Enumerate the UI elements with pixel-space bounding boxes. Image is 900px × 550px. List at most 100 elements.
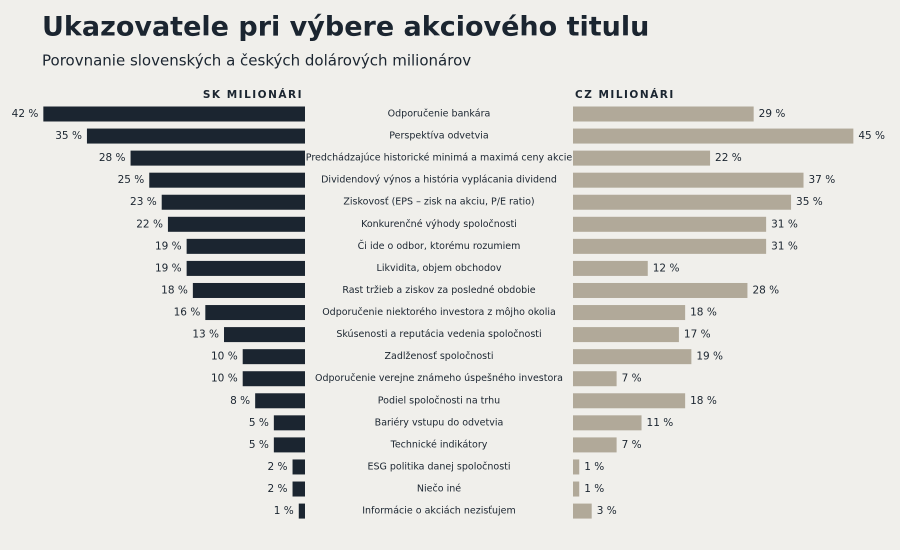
bar xyxy=(192,282,305,298)
bar xyxy=(573,194,792,210)
bar xyxy=(273,415,305,431)
bar xyxy=(573,503,592,519)
category-label: Konkurenčné výhody spoločnosti xyxy=(361,219,517,230)
value-label: 45 % xyxy=(858,130,885,142)
bar xyxy=(149,172,305,188)
bar xyxy=(573,349,692,365)
value-label: 18 % xyxy=(161,284,188,296)
bar xyxy=(273,437,305,453)
bar xyxy=(186,238,305,254)
value-label: 13 % xyxy=(192,329,219,341)
value-label: 25 % xyxy=(118,174,145,186)
value-label: 5 % xyxy=(249,417,269,429)
value-label: 11 % xyxy=(647,417,674,429)
chart-title: Ukazovatele pri výbere akciového titulu xyxy=(42,12,649,43)
category-label: Dividendový výnos a história vyplácania … xyxy=(321,175,557,186)
value-label: 29 % xyxy=(759,108,786,120)
value-label: 28 % xyxy=(99,152,126,164)
category-label: Perspektíva odvetvia xyxy=(389,131,488,142)
chart-subtitle: Porovnanie slovenských a českých dolárov… xyxy=(42,52,471,70)
bar xyxy=(242,349,305,365)
category-label: Odporučenie verejne známeho úspešného in… xyxy=(315,373,563,384)
category-label: Bariéry vstupu do odvetvia xyxy=(375,417,504,428)
bar xyxy=(186,260,305,276)
bar xyxy=(573,238,767,254)
category-label: Či ide o odbor, ktorému rozumiem xyxy=(358,240,521,252)
value-label: 7 % xyxy=(622,373,642,385)
category-label: Technické indikátory xyxy=(390,439,488,450)
bar xyxy=(130,150,305,166)
legend-label: SK MILIONÁRI xyxy=(203,88,303,101)
category-label: Likvidita, objem obchodov xyxy=(377,263,502,274)
value-label: 2 % xyxy=(268,461,288,473)
bar xyxy=(86,128,305,144)
bar xyxy=(255,393,305,409)
bar xyxy=(573,282,748,298)
value-label: 10 % xyxy=(211,351,238,363)
bar xyxy=(224,327,305,343)
bar xyxy=(292,459,305,475)
value-label: 35 % xyxy=(796,196,823,208)
value-label: 42 % xyxy=(12,108,39,120)
category-label: Zadlženosť spoločnosti xyxy=(385,351,494,362)
bar xyxy=(161,194,305,210)
bar xyxy=(298,503,305,519)
bar xyxy=(573,216,767,232)
legend-label: CZ MILIONÁRI xyxy=(575,88,675,101)
value-label: 1 % xyxy=(584,461,604,473)
category-label: Skúsenosti a reputácia vedenia spoločnos… xyxy=(336,329,541,340)
value-label: 22 % xyxy=(136,218,163,230)
value-label: 17 % xyxy=(684,329,711,341)
bar xyxy=(205,305,305,321)
bar xyxy=(573,128,854,144)
value-label: 23 % xyxy=(130,196,157,208)
value-label: 35 % xyxy=(55,130,82,142)
category-label: Informácie o akciách nezisťujem xyxy=(362,506,516,517)
value-label: 10 % xyxy=(211,373,238,385)
bar xyxy=(573,106,754,122)
bar xyxy=(43,106,306,122)
value-label: 28 % xyxy=(752,284,779,296)
value-label: 5 % xyxy=(249,439,269,451)
value-label: 18 % xyxy=(690,307,717,319)
category-label: Predchádzajúce historické minimá a maxim… xyxy=(306,153,573,164)
category-label: Podiel spoločnosti na trhu xyxy=(378,395,500,406)
value-label: 3 % xyxy=(597,505,617,517)
value-label: 1 % xyxy=(584,483,604,495)
value-label: 19 % xyxy=(155,240,182,252)
category-label: Rast tržieb a ziskov za posledné obdobie xyxy=(342,285,535,296)
value-label: 7 % xyxy=(622,439,642,451)
value-label: 31 % xyxy=(771,218,798,230)
value-label: 19 % xyxy=(696,351,723,363)
category-label: Odporučenie niektorého investora z môjho… xyxy=(322,307,556,318)
value-label: 8 % xyxy=(230,395,250,407)
bar xyxy=(573,371,617,387)
bar xyxy=(573,150,711,166)
bar xyxy=(573,481,580,497)
value-label: 18 % xyxy=(690,395,717,407)
value-label: 16 % xyxy=(174,307,201,319)
bar xyxy=(573,172,804,188)
value-label: 19 % xyxy=(155,262,182,274)
value-label: 37 % xyxy=(809,174,836,186)
bar xyxy=(573,260,648,276)
value-label: 12 % xyxy=(653,262,680,274)
bar xyxy=(242,371,305,387)
category-label: ESG politika danej spoločnosti xyxy=(367,461,510,472)
bar xyxy=(573,305,686,321)
bar xyxy=(292,481,305,497)
value-label: 22 % xyxy=(715,152,742,164)
category-label: Odporučenie bankára xyxy=(388,109,491,120)
bar xyxy=(167,216,305,232)
bar xyxy=(573,393,686,409)
bar xyxy=(573,459,580,475)
value-label: 1 % xyxy=(274,505,294,517)
bar xyxy=(573,437,617,453)
value-label: 31 % xyxy=(771,240,798,252)
value-label: 2 % xyxy=(268,483,288,495)
category-label: Niečo iné xyxy=(417,484,461,495)
bar xyxy=(573,327,679,343)
category-label: Ziskovosť (EPS – zisk na akciu, P/E rati… xyxy=(343,197,534,208)
